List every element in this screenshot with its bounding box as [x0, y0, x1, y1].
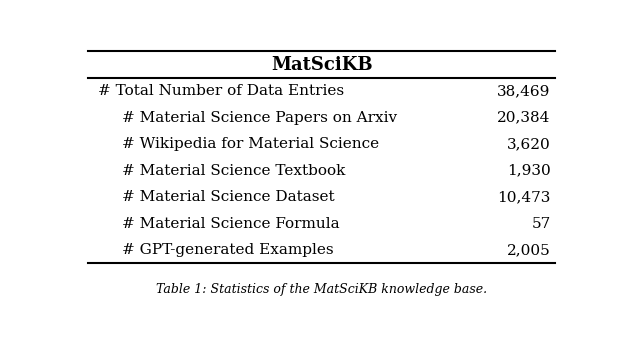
- Text: 3,620: 3,620: [507, 137, 551, 151]
- Text: MatSciKB: MatSciKB: [271, 55, 372, 73]
- Text: # Wikipedia for Material Science: # Wikipedia for Material Science: [122, 137, 379, 151]
- Text: # GPT-generated Examples: # GPT-generated Examples: [122, 243, 334, 257]
- Text: # Material Science Papers on Arxiv: # Material Science Papers on Arxiv: [122, 110, 398, 124]
- Text: # Material Science Textbook: # Material Science Textbook: [122, 164, 345, 177]
- Text: 10,473: 10,473: [497, 190, 551, 204]
- Text: 38,469: 38,469: [497, 84, 551, 98]
- Text: 20,384: 20,384: [497, 110, 551, 124]
- Text: # Material Science Formula: # Material Science Formula: [122, 217, 340, 231]
- Text: Table 1: Statistics of the MatSciKB knowledge base.: Table 1: Statistics of the MatSciKB know…: [156, 283, 487, 296]
- Text: 1,930: 1,930: [507, 164, 551, 177]
- Text: 57: 57: [531, 217, 551, 231]
- Text: # Material Science Dataset: # Material Science Dataset: [122, 190, 335, 204]
- Text: 2,005: 2,005: [507, 243, 551, 257]
- Text: # Total Number of Data Entries: # Total Number of Data Entries: [98, 84, 344, 98]
